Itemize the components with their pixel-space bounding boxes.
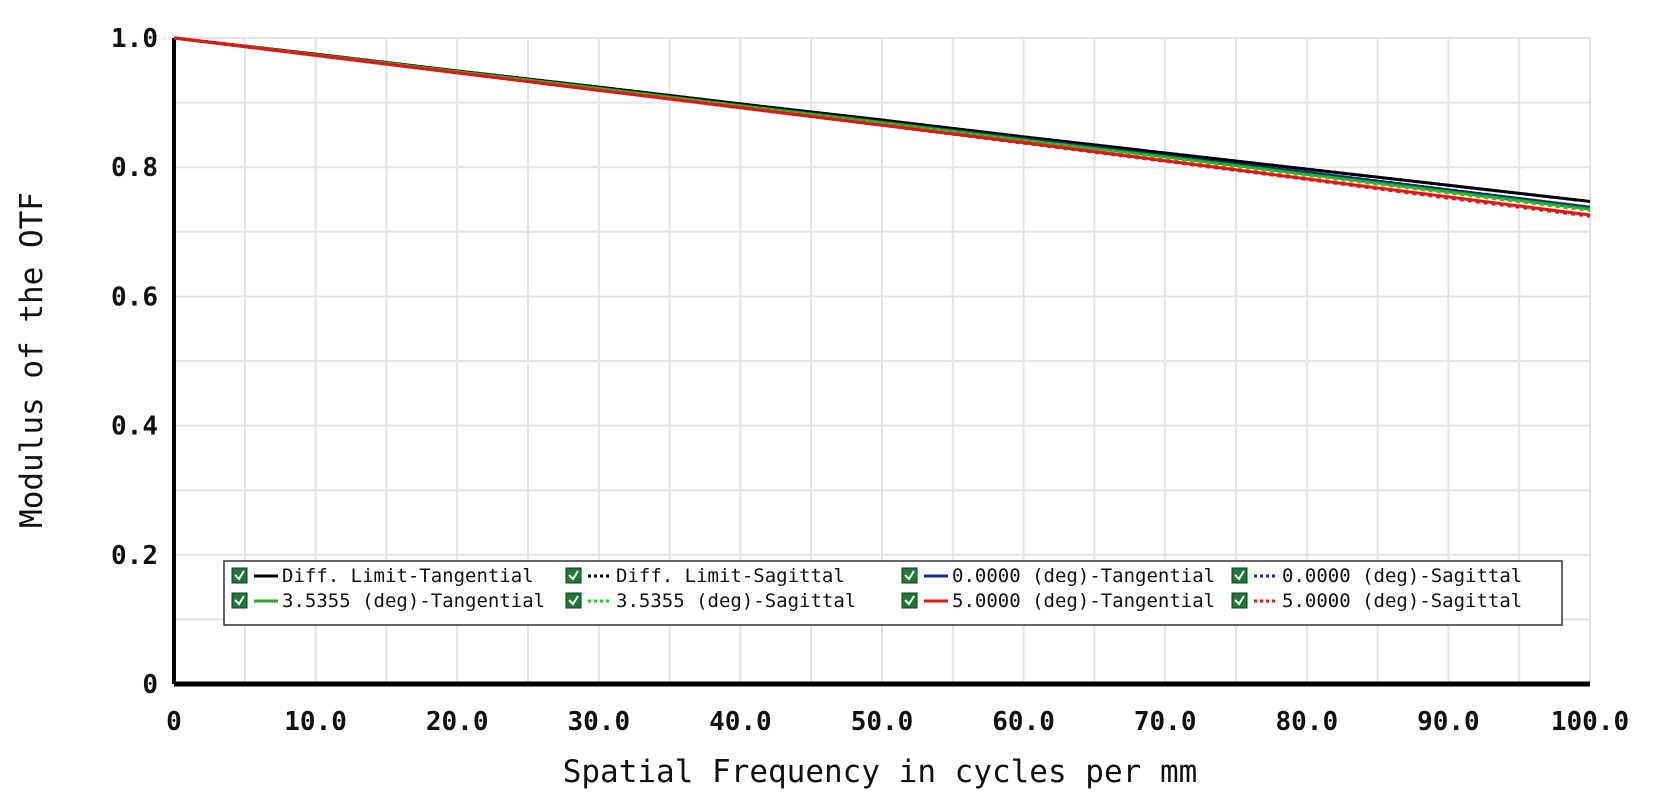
legend-label: 5.0000 (deg)-Sagittal <box>1282 590 1522 612</box>
x-tick-label: 100.0 <box>1551 707 1629 737</box>
legend-label: Diff. Limit-Tangential <box>282 565 534 587</box>
x-tick-label: 90.0 <box>1417 707 1480 737</box>
x-tick-label: 40.0 <box>709 707 772 737</box>
tick-labels: 0 10.0 20.0 30.0 40.0 50.0 60.0 70.0 80.0 90.0 100… <box>111 24 1629 737</box>
x-axis-title: Spatial Frequency in cycles per mm <box>563 754 1198 790</box>
legend-label: 0.0000 (deg)-Sagittal <box>1282 565 1522 587</box>
data-series <box>173 36 1591 218</box>
legend-checkbox <box>565 567 582 584</box>
x-tick-label: 20.0 <box>426 707 489 737</box>
x-tick-label: 50.0 <box>851 707 914 737</box>
legend-box <box>223 560 1563 626</box>
legend: Diff. Limit-Tangential Diff. Limit-Sagitt… <box>223 560 1563 626</box>
y-tick-label: 1.0 <box>111 24 158 54</box>
check-icon <box>904 595 915 606</box>
legend-label: 3.5355 (deg)-Tangential <box>282 590 545 612</box>
y-tick-label: 0.8 <box>111 153 158 183</box>
axes <box>172 38 1590 687</box>
legend-checkbox <box>231 567 248 584</box>
x-tick-label: 0 <box>166 707 182 737</box>
check-icon <box>1234 570 1245 581</box>
legend-checkbox <box>1231 567 1248 584</box>
series-line <box>173 36 1591 212</box>
check-icon <box>1234 595 1245 606</box>
y-tick-label: 0.2 <box>111 541 158 571</box>
series-line <box>173 36 1591 203</box>
legend-checkbox <box>565 592 582 609</box>
legend-checkbox <box>1231 592 1248 609</box>
y-tick-label: 0.4 <box>111 412 158 442</box>
y-tick-label: 0.6 <box>111 282 158 312</box>
legend-label: Diff. Limit-Sagittal <box>616 565 845 587</box>
legend-checkbox <box>231 592 248 609</box>
check-icon <box>234 595 245 606</box>
legend-checkbox <box>901 567 918 584</box>
legend-label: 0.0000 (deg)-Tangential <box>952 565 1215 587</box>
legend-label: 5.0000 (deg)-Tangential <box>952 590 1215 612</box>
legend-label: 3.5355 (deg)-Sagittal <box>616 590 856 612</box>
check-icon <box>904 570 915 581</box>
check-icon <box>234 570 245 581</box>
y-tick-label: 0 <box>142 670 158 700</box>
legend-checkbox <box>901 592 918 609</box>
x-tick-label: 60.0 <box>992 707 1055 737</box>
y-axis-title: Modulus of the OTF <box>14 192 50 528</box>
series-line <box>173 36 1591 218</box>
x-tick-label: 30.0 <box>567 707 630 737</box>
check-icon <box>568 595 579 606</box>
x-tick-label: 70.0 <box>1134 707 1197 737</box>
check-icon <box>568 570 579 581</box>
x-tick-label: 10.0 <box>284 707 347 737</box>
x-tick-label: 80.0 <box>1275 707 1338 737</box>
